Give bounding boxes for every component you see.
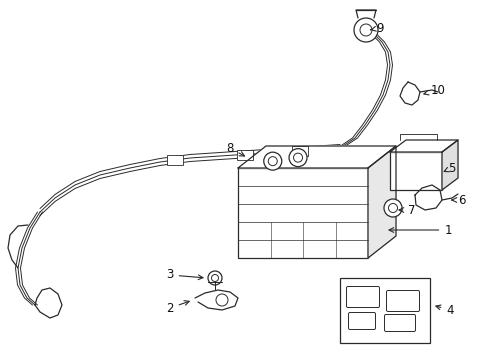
Polygon shape — [390, 140, 458, 152]
Text: 9: 9 — [370, 22, 384, 35]
Polygon shape — [442, 140, 458, 190]
FancyBboxPatch shape — [385, 315, 416, 332]
Polygon shape — [368, 146, 396, 258]
Circle shape — [289, 149, 307, 167]
FancyBboxPatch shape — [346, 287, 379, 307]
Polygon shape — [238, 146, 396, 168]
Circle shape — [216, 294, 228, 306]
Circle shape — [268, 157, 277, 166]
Circle shape — [384, 199, 402, 217]
Bar — [237, 150, 253, 160]
Text: 2: 2 — [166, 301, 189, 315]
Text: 8: 8 — [226, 141, 245, 156]
Text: 7: 7 — [399, 203, 416, 216]
Circle shape — [212, 274, 219, 282]
Text: 4: 4 — [436, 303, 454, 316]
Circle shape — [208, 271, 222, 285]
Text: 3: 3 — [166, 269, 203, 282]
Bar — [238, 168, 368, 258]
Bar — [292, 146, 308, 156]
FancyBboxPatch shape — [387, 291, 419, 311]
Text: 10: 10 — [424, 84, 445, 96]
FancyBboxPatch shape — [348, 312, 375, 329]
Circle shape — [264, 152, 282, 170]
Circle shape — [294, 153, 302, 162]
Text: 1: 1 — [389, 224, 452, 237]
Bar — [390, 152, 442, 190]
Text: 5: 5 — [444, 162, 456, 175]
Bar — [340, 278, 430, 343]
Circle shape — [360, 24, 372, 36]
Bar — [167, 155, 183, 165]
Circle shape — [389, 203, 397, 212]
Text: 6: 6 — [452, 194, 466, 207]
Circle shape — [354, 18, 378, 42]
